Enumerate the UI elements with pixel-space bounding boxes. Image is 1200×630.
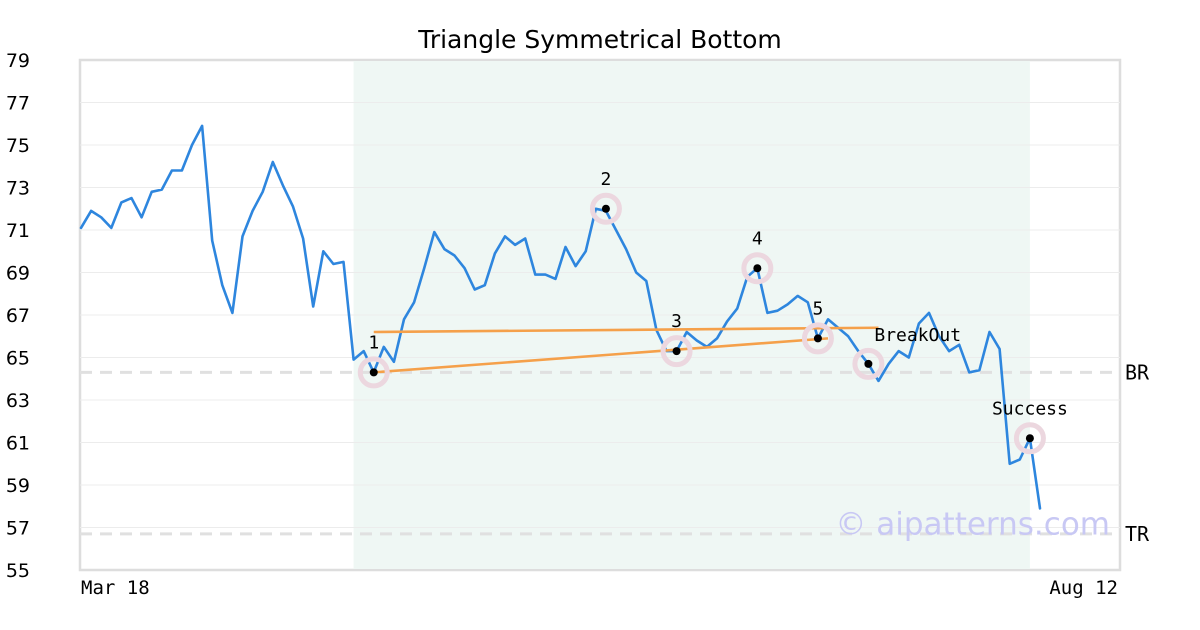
pattern-point-label-5: 5 [812,298,823,319]
pattern-point-dot-3 [672,347,681,356]
watermark-text: © aipatterns.com [835,506,1110,542]
y-tick-label: 71 [6,220,30,242]
reference-label-tr: TR [1125,522,1150,546]
reference-label-br: BR [1125,360,1150,384]
y-tick-label: 75 [6,135,30,157]
pattern-point-dot-2 [601,204,610,213]
pattern-point-dot-5 [813,334,822,343]
pattern-point-dot-breakout [864,359,873,368]
pattern-point-halo-2 [589,192,622,225]
upper-trendline [373,326,879,334]
pattern-point-dot-4 [753,264,762,273]
y-tick-label: 59 [6,475,30,497]
y-tick-label: 67 [6,305,30,327]
y-tick-label: 73 [6,178,30,200]
pattern-point-halo-4 [741,252,774,285]
pattern-point-label-1: 1 [368,332,379,353]
x-tick-label-start: Mar 18 [81,577,150,599]
pattern-point-halo-1 [357,356,390,389]
pattern-point-halo-success [1013,422,1046,455]
y-tick-label: 79 [6,50,30,72]
pattern-point-label-3: 3 [671,311,682,332]
x-tick-label-end: Aug 12 [1049,577,1118,599]
pattern-point-label-2: 2 [601,169,612,190]
y-tick-label: 77 [6,93,30,115]
y-tick-label: 65 [6,348,30,370]
pattern-point-label-breakout: BreakOut [874,325,961,346]
y-tick-label: 55 [6,560,30,582]
pattern-point-halo-5 [801,322,834,355]
y-tick-label: 57 [6,518,30,540]
pattern-point-halo-3 [660,335,693,368]
y-tick-label: 61 [6,433,30,455]
pattern-point-halo-breakout [852,347,885,380]
pattern-point-label-4: 4 [752,228,763,249]
pattern-point-dot-success [1025,434,1034,443]
pattern-point-dot-1 [369,368,378,377]
price-series-line [79,124,1042,510]
y-tick-label: 63 [6,390,30,412]
lower-trendline [373,337,829,374]
y-tick-label: 69 [6,263,30,285]
pattern-point-label-success: Success [992,398,1068,419]
chart-title: Triangle Symmetrical Bottom [417,25,782,54]
